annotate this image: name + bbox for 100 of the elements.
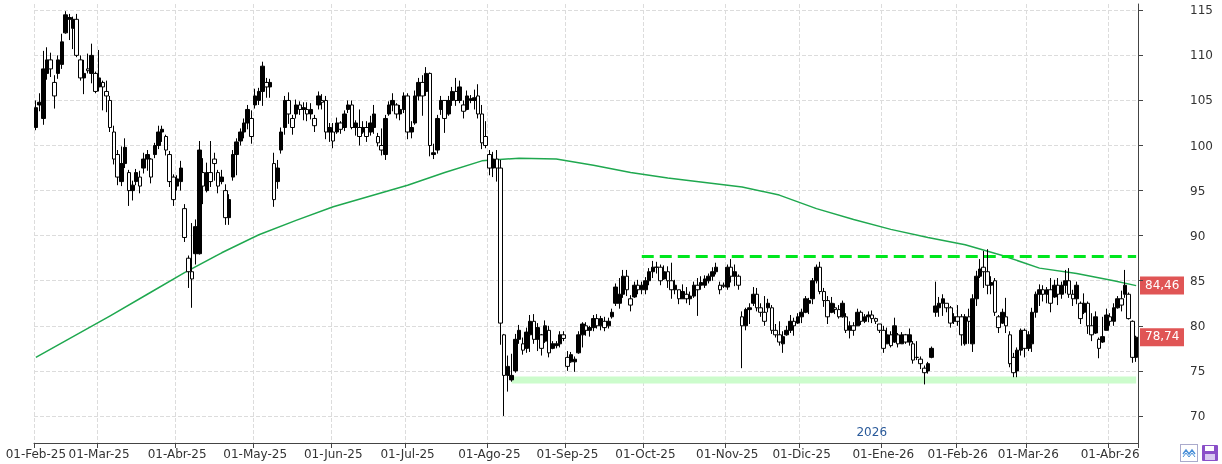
x-tick-label: 01-May-25 [223,447,288,461]
candlestick [41,50,46,126]
candlestick [599,315,603,331]
candlestick [405,92,410,140]
x-tick-label: 01-Jun-25 [303,447,363,461]
candlestick [372,104,376,135]
candlestick [610,308,614,320]
candlestick [1041,284,1045,302]
candlestick [881,325,886,354]
candlestick [929,346,934,359]
candlestick [963,313,967,347]
candlestick [298,100,302,116]
x-tick-label: 01-Mar-25 [68,447,130,461]
candlestick [680,283,685,300]
candlestick [788,314,793,334]
candlestick [223,183,228,226]
x-tick-label: 01-Feb-26 [927,447,988,461]
y-tick-label: 85 [1190,273,1206,288]
candlestick [740,310,744,369]
candlestick [1004,297,1008,334]
candlestick [435,114,440,155]
candlestick [272,152,276,208]
candlestick [636,279,640,295]
x-tick-label: 01-Mar-26 [997,447,1059,461]
candlestick [301,101,306,121]
x-tick-label: 01-Nov-25 [696,447,759,461]
candlestick [792,317,796,337]
candlestick [364,120,369,143]
candlestick [892,317,897,344]
data-label: 84,46 [1145,277,1180,292]
candlestick [138,170,142,194]
candlestick [324,95,328,140]
candlestick [710,266,715,282]
candlestick [762,295,767,327]
candlestick [565,350,570,372]
candlestick [985,248,990,295]
candlestick [141,152,146,174]
y-tick-label: 90 [1190,228,1206,243]
candlestick [253,88,257,110]
x-tick-label: 01-Oct-25 [615,447,676,461]
x-tick-label: 01-Feb-25 [5,447,67,461]
candlestick [703,274,707,289]
candlestick [863,313,867,324]
x-tick-label: 01-Abr-26 [1080,447,1140,461]
candlestick [933,281,938,318]
x-tick-label: 01-Ene-26 [852,447,915,461]
candlestick [179,160,183,192]
x-tick-label: 01-Abr-25 [147,447,207,461]
annotation: 2026 [856,425,888,439]
y-tick-label: 100 [1190,138,1213,153]
candlestick [528,314,532,353]
candlestick [1056,277,1060,306]
y-tick-label: 110 [1190,48,1213,63]
candlestick [454,77,458,107]
candlestick [602,316,607,332]
candlestick [491,151,495,178]
x-tick-label: 01-Dic-25 [772,447,831,461]
candlestick [613,282,618,307]
text: 78,74 [1145,329,1180,344]
line-series [35,157,1137,359]
candlestick [52,74,57,110]
candlestick [208,140,213,188]
candlestick [487,149,492,176]
candlestick [669,262,674,300]
x-tick-label: 01-Jul-25 [380,447,435,461]
y-tick-label: 95 [1190,183,1206,198]
y-tick-label: 70 [1190,408,1206,423]
candlestick [357,108,362,147]
candlestick [442,99,447,134]
candlestick [316,90,321,110]
candlestick [695,277,700,317]
y-tick-label: 80 [1190,318,1206,333]
candlestick [190,222,194,309]
candlestick [903,333,908,345]
candlestick [866,310,871,323]
candlestick [260,61,265,107]
candlestick [127,169,131,207]
candlestick [859,309,863,326]
candlestick [383,114,388,161]
candlestick [82,59,86,95]
candlestick [625,269,629,297]
y-tick-label: 105 [1190,93,1213,108]
candlestick [1048,277,1053,313]
candlestick [268,78,272,99]
candlestick [294,99,298,119]
candlestick [948,305,953,329]
candlestick [941,293,945,317]
candlestick [305,101,309,122]
candlestick [684,286,689,304]
candlestick [1130,319,1135,364]
candlestick [249,109,254,145]
candlestick [342,109,347,132]
y-tick-label: 75 [1190,363,1206,378]
candlestick [573,355,577,373]
candlestick [993,277,997,317]
candlestick [718,281,722,295]
candlestick [331,122,335,149]
candlestick [182,203,187,243]
candlestick [595,313,599,330]
candlestick [558,330,562,348]
